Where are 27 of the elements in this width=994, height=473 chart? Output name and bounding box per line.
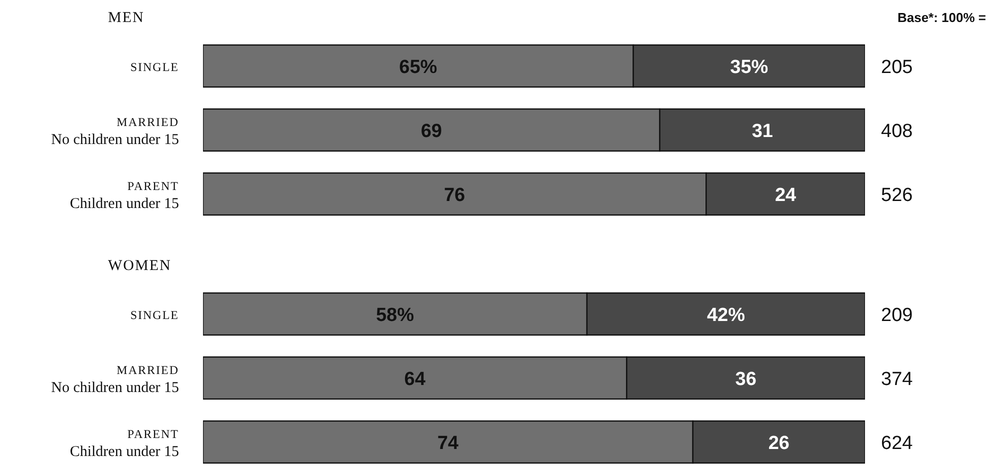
text: 526: [881, 185, 913, 206]
y-tick-label: PARENT Children under 15: [70, 179, 179, 212]
data-label: 76: [444, 185, 466, 206]
y-tick-label: SINGLE: [130, 308, 179, 322]
text: 209: [881, 305, 913, 326]
data-label: 58%: [376, 305, 414, 326]
chart-title: WOMEN: [108, 258, 172, 275]
data-label: 36: [735, 369, 756, 390]
y-tick-label: MARRIED No children under 15: [51, 115, 179, 148]
data-label: 35%: [730, 57, 768, 78]
y-tick-label: MARRIED No children under 15: [51, 363, 179, 396]
data-label: 74: [437, 433, 459, 454]
data-label: 64: [404, 369, 426, 390]
y-tick-label: SINGLE: [130, 60, 179, 74]
text: Base*: 100% =: [897, 10, 986, 25]
y-tick-label: PARENT Children under 15: [70, 427, 179, 460]
data-label: 69: [420, 121, 442, 142]
data-label: 26: [768, 433, 790, 454]
data-label: 65%: [399, 57, 438, 78]
data-label: 24: [774, 185, 797, 206]
text: 408: [881, 121, 913, 142]
data-label: 31: [752, 121, 774, 142]
text: 205: [881, 57, 913, 78]
data-label: 42%: [706, 305, 746, 326]
text: 374: [881, 369, 914, 390]
text: 624: [881, 433, 914, 454]
chart-title: MEN: [108, 10, 144, 27]
